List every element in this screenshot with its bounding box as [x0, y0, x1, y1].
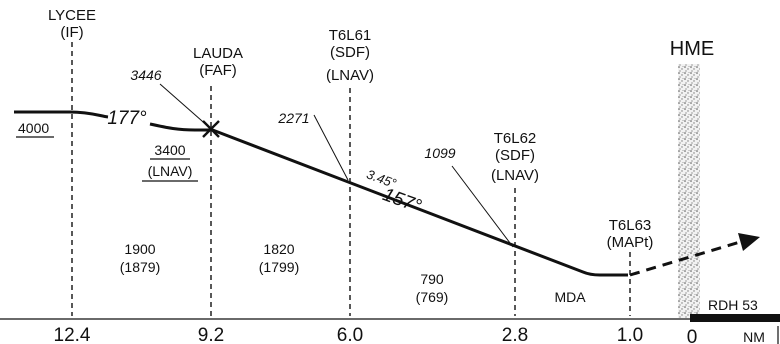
runway-label: HME	[670, 38, 714, 60]
fix-note-t6l62: (LNAV)	[491, 167, 539, 184]
rdh-label: RDH 53	[708, 297, 758, 313]
altitude-t6l62: 1099	[424, 145, 455, 161]
path-initial-4000	[14, 110, 109, 119]
distance-t6l63: 1.0	[617, 325, 643, 344]
fix-role-t6l63: (MAPt)	[607, 234, 654, 251]
altitude-step-note: (LNAV)	[148, 163, 193, 179]
leader-t6l62	[451, 165, 514, 248]
segment-1-hat: (1879)	[120, 259, 160, 275]
segment-1-altitude: 1900	[124, 241, 155, 257]
leader-t6l61	[313, 114, 349, 181]
distance-t6l62: 2.8	[502, 325, 528, 344]
fix-name-t6l63: T6L63	[609, 217, 652, 234]
segment-2-hat: (1799)	[259, 259, 299, 275]
segment-3-hat: (769)	[416, 289, 449, 305]
runway-threshold-band	[678, 64, 700, 318]
segment-2-altitude: 1820	[263, 241, 294, 257]
runway-bar	[690, 314, 780, 322]
altitude-initial: 4000	[18, 120, 49, 136]
segment-3-altitude: 790	[420, 271, 444, 287]
mda-label: MDA	[554, 289, 586, 305]
altitude-lauda: 3446	[130, 67, 161, 83]
fix-name-lycee: LYCEE	[48, 7, 96, 24]
altitude-step: 3400	[154, 142, 185, 158]
path-step-3400	[149, 122, 210, 132]
fix-name-lauda: LAUDA	[193, 45, 243, 62]
distance-lauda: 9.2	[198, 325, 224, 344]
distance-zero: 0	[687, 327, 698, 344]
leader-lauda	[159, 83, 211, 129]
distance-unit: NM	[743, 329, 765, 344]
course-final: 157°	[380, 184, 424, 217]
fix-name-t6l61: T6L61	[329, 27, 372, 44]
path-missed-approach	[629, 240, 741, 277]
fix-role-lauda: (FAF)	[199, 62, 237, 79]
course-intermediate: 177°	[107, 108, 147, 129]
altitude-t6l61: 2271	[277, 110, 309, 126]
fix-role-t6l62: (SDF)	[495, 147, 535, 164]
path-final-descent	[209, 127, 628, 277]
distance-lycee: 12.4	[54, 325, 91, 344]
fix-note-t6l61: (LNAV)	[326, 67, 374, 84]
faf-cross-icon	[202, 120, 220, 138]
fix-role-lycee: (IF)	[60, 24, 83, 41]
distance-t6l61: 6.0	[337, 325, 363, 344]
missed-approach-arrow-icon	[738, 233, 760, 251]
fix-name-t6l62: T6L62	[494, 130, 537, 147]
fix-role-t6l61: (SDF)	[330, 44, 370, 61]
